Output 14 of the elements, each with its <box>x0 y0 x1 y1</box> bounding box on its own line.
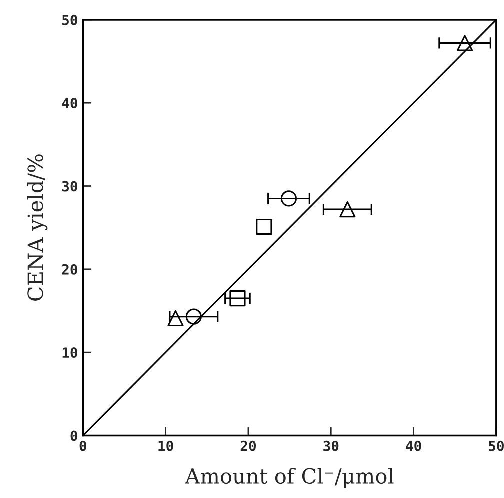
x-tick-label: 50 <box>489 440 504 452</box>
x-axis-title: Amount of Cl⁻/μmol <box>185 468 394 488</box>
y-tick-label: 0 <box>70 430 78 442</box>
x-tick-label: 0 <box>80 440 87 452</box>
x-tick-label: 10 <box>158 440 174 452</box>
y-tick-label: 20 <box>62 264 78 275</box>
y-tick-label: 40 <box>62 98 78 109</box>
y-tick-label: 50 <box>62 14 78 26</box>
y-axis-title: CENA yield/% <box>27 154 48 301</box>
y-tick-label: 30 <box>62 181 78 192</box>
x-tick-label: 40 <box>406 440 422 452</box>
y-tick-label: 10 <box>62 348 78 358</box>
x-tick-label: 30 <box>324 440 339 452</box>
x-tick-label: 20 <box>240 440 256 452</box>
